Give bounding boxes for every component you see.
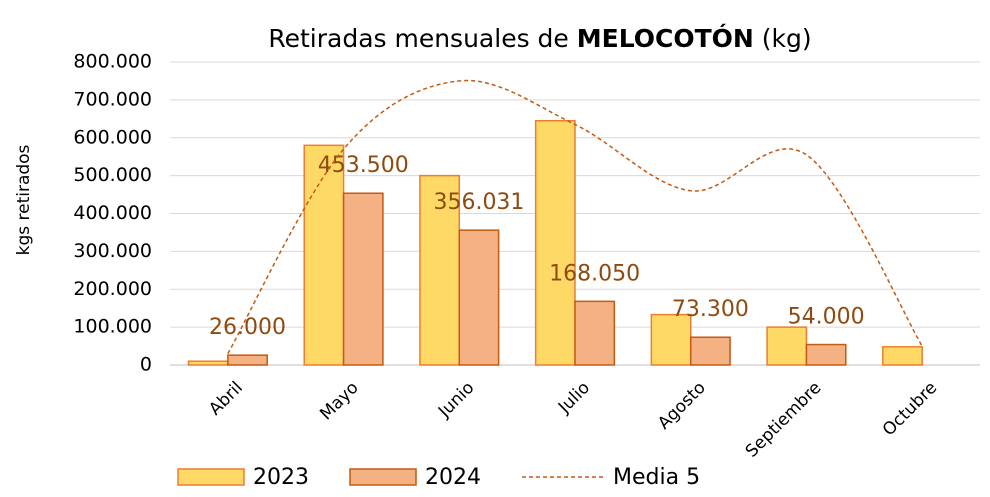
legend-swatch — [177, 468, 245, 486]
bar — [342, 192, 384, 366]
bar — [689, 336, 731, 366]
data-label: 54.000 — [788, 305, 865, 330]
data-label: 73.300 — [672, 297, 749, 322]
bar — [187, 360, 229, 366]
title-part: (kg) — [754, 24, 812, 53]
bar — [303, 144, 345, 366]
data-label: 168.050 — [549, 261, 640, 286]
y-tick-label: 800.000 — [73, 51, 152, 73]
bar — [534, 119, 576, 366]
legend-swatch — [349, 468, 417, 486]
bar — [766, 326, 808, 366]
bar — [574, 300, 616, 366]
y-tick-label: 300.000 — [73, 240, 152, 262]
legend-label: Media 5 — [613, 465, 700, 490]
y-tick-label: 400.000 — [73, 202, 152, 224]
y-axis-title: kgs retirados — [14, 144, 34, 255]
y-tick-label: 500.000 — [73, 164, 152, 186]
chart-title: Retiradas mensuales de MELOCOTÓN (kg) — [268, 23, 811, 53]
y-tick-label: 600.000 — [73, 126, 152, 148]
bar — [882, 346, 923, 366]
y-tick-label: 100.000 — [73, 316, 152, 338]
title-part: MELOCOTÓN — [577, 23, 754, 53]
line — [227, 79, 923, 355]
bar — [805, 343, 847, 366]
data-label: 356.031 — [433, 190, 524, 215]
y-tick-label: 0 — [140, 354, 152, 376]
bar — [458, 229, 500, 366]
legend-label: 2024 — [425, 465, 481, 490]
y-tick-label: 200.000 — [73, 278, 152, 300]
data-label: 26.000 — [209, 315, 286, 340]
y-tick-label: 700.000 — [73, 88, 152, 110]
title-part: Retiradas mensuales de — [268, 24, 576, 53]
bar — [227, 354, 268, 366]
data-label: 453.500 — [318, 153, 409, 178]
legend-label: 2023 — [253, 465, 309, 490]
